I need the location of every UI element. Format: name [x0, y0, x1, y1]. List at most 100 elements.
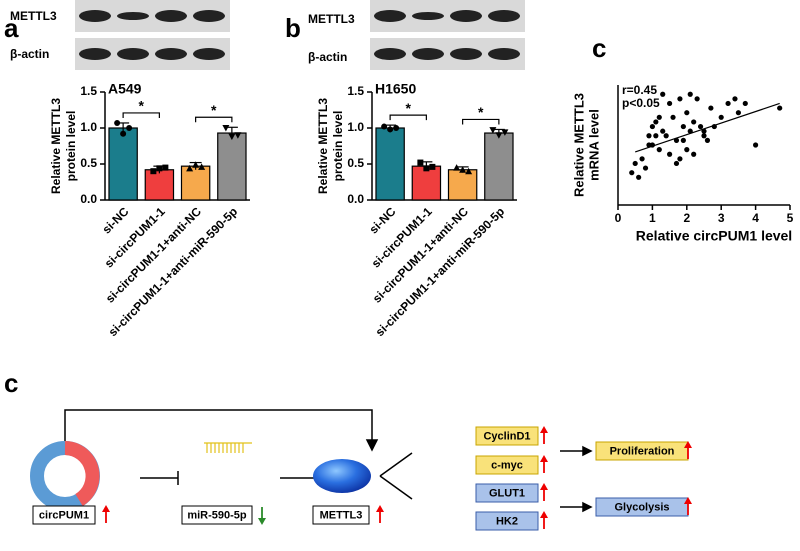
panel-label: a	[4, 13, 19, 43]
label: c-myc	[491, 459, 523, 471]
x-tick-label: 2	[683, 211, 690, 225]
x-tick-label: si-NC	[99, 204, 131, 236]
data-point	[660, 91, 666, 97]
blot-band	[117, 48, 149, 60]
blot-label: β-actin	[308, 50, 347, 64]
data-point	[663, 133, 669, 139]
bar	[375, 127, 405, 201]
protein-icon	[313, 459, 371, 493]
data-point	[725, 100, 731, 107]
data-point	[162, 164, 169, 171]
data-point	[639, 156, 645, 162]
x-tick-label: 5	[787, 211, 794, 225]
blot-band	[488, 48, 520, 60]
data-point	[673, 137, 680, 143]
diagram	[30, 409, 593, 513]
significance-label: *	[139, 98, 145, 114]
label: Proliferation	[610, 445, 675, 457]
data-point	[646, 142, 652, 148]
data-point	[495, 132, 503, 139]
mirna-icon	[204, 442, 252, 453]
data-point	[701, 128, 707, 134]
data-point	[701, 133, 707, 139]
data-point	[691, 151, 697, 157]
data-point	[150, 168, 157, 175]
bar	[411, 165, 442, 201]
significance-bracket	[122, 112, 160, 118]
up-arrow-head	[540, 483, 548, 490]
bar	[447, 169, 478, 201]
x-tick-label: 1	[649, 211, 656, 225]
blot-band	[450, 48, 482, 60]
data-point	[636, 174, 642, 180]
up-arrow-head	[540, 511, 548, 518]
bar	[180, 165, 211, 201]
label-box	[181, 505, 253, 525]
panel-label: b	[285, 13, 301, 43]
significance-label: *	[478, 104, 484, 120]
up-arrow-head	[376, 505, 384, 512]
chart-title: A549	[108, 81, 142, 97]
data-point	[459, 166, 467, 173]
blot-band	[79, 10, 111, 22]
data-point	[649, 123, 656, 130]
y-axis-label: protein level	[64, 111, 78, 182]
arrow	[64, 409, 373, 442]
data-point	[656, 147, 662, 153]
label: GLUT1	[489, 487, 525, 499]
data-point	[393, 125, 400, 131]
data-point	[670, 114, 676, 120]
significance-bracket	[389, 114, 427, 121]
blot-label: METTL3	[10, 9, 57, 23]
data-point	[381, 123, 388, 130]
blot-band	[155, 10, 187, 22]
data-point	[742, 100, 748, 107]
chart-title: H1650	[375, 81, 416, 97]
circ-arc	[64, 441, 100, 506]
arrowhead	[365, 439, 379, 452]
blot-band	[193, 48, 225, 60]
y-tick-label: 1.5	[347, 84, 364, 98]
data-point	[234, 132, 242, 139]
y-tick-label: 0.0	[347, 192, 364, 206]
blot-band	[155, 48, 187, 60]
data-point	[642, 165, 649, 171]
data-point	[646, 133, 652, 139]
data-point	[732, 96, 738, 102]
data-point	[656, 114, 662, 120]
data-point	[777, 105, 783, 111]
significance-label: *	[211, 102, 217, 118]
up-arrow-head	[684, 441, 692, 448]
data-point	[691, 119, 697, 125]
data-point	[697, 123, 704, 130]
stat-annotation: p<0.05	[622, 96, 660, 110]
data-point	[387, 126, 394, 133]
y-tick-label: 0.5	[347, 156, 364, 170]
blot-band	[79, 48, 111, 60]
blot-label: β-actin	[10, 47, 49, 61]
y-axis-label: Relative METTL3	[571, 93, 586, 197]
data-point	[711, 123, 717, 130]
bar	[144, 169, 175, 201]
blot-band	[488, 10, 520, 22]
significance-label: *	[406, 100, 412, 116]
x-tick-label: si-NC	[366, 204, 398, 236]
data-point	[677, 96, 683, 102]
data-point	[708, 105, 714, 111]
data-point	[465, 167, 473, 175]
label-box	[475, 511, 539, 531]
data-point	[687, 128, 693, 134]
data-point	[677, 156, 683, 162]
y-tick-label: 0.5	[80, 156, 97, 170]
label-box	[32, 505, 96, 525]
arrow	[379, 452, 413, 477]
data-point	[653, 119, 659, 125]
label-box	[475, 455, 539, 475]
data-point	[667, 151, 673, 157]
significance-bracket	[462, 118, 500, 125]
data-point	[753, 142, 759, 148]
data-point	[660, 128, 666, 134]
data-point	[694, 96, 700, 102]
data-point	[114, 119, 121, 126]
